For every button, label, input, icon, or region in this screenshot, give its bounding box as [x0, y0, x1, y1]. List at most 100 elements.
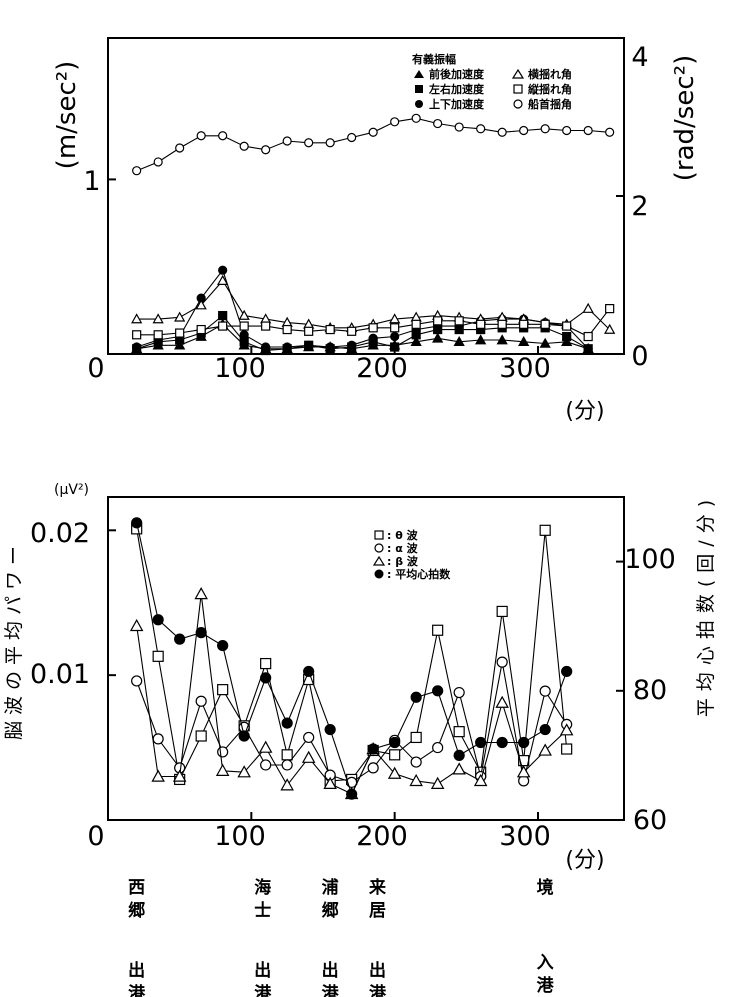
data-point-open-square	[282, 324, 292, 335]
data-point-filled-circle	[347, 340, 357, 350]
port-name-char: 郷	[128, 900, 145, 921]
series-open-triangle	[129, 587, 574, 800]
data-point-open-circle	[453, 686, 465, 699]
port-event-char: 出	[322, 960, 339, 981]
port-name-char: 来	[368, 877, 387, 898]
data-point-open-circle	[304, 138, 314, 148]
legend-marker-filled-circle	[374, 569, 384, 579]
data-point-open-square	[519, 319, 529, 329]
data-point-open-square	[497, 319, 507, 329]
data-point-open-triangle	[559, 723, 574, 736]
bottom-y-right-tick-label: 100	[624, 544, 676, 575]
series-line	[136, 323, 589, 350]
data-point-filled-circle	[389, 736, 401, 749]
data-point-open-circle	[239, 141, 249, 151]
series-line	[136, 269, 589, 350]
bottom-x-tick-label: 0	[87, 821, 104, 852]
data-point-filled-circle	[390, 331, 400, 342]
data-point-open-triangle	[238, 309, 250, 320]
data-point-open-square	[304, 326, 314, 336]
data-point-open-circle	[583, 125, 593, 136]
data-point-open-circle	[496, 656, 508, 668]
data-point-open-circle	[476, 124, 486, 134]
data-point-open-triangle	[131, 313, 143, 324]
top-chart-series	[131, 113, 616, 356]
data-point-open-circle	[390, 117, 400, 127]
legend-marker-open-square	[374, 530, 384, 540]
data-point-filled-circle	[325, 342, 335, 352]
port-event-char: 出	[369, 960, 386, 981]
bottom-x-tick-label: 200	[356, 821, 408, 852]
data-point-open-triangle	[301, 750, 316, 763]
top-x-tick-label: 0	[87, 353, 104, 384]
data-point-open-square	[195, 730, 207, 742]
top-y-right-tick-label: 0	[631, 341, 648, 372]
data-point-open-circle	[153, 157, 163, 167]
bottom-x-tick-label: 300	[499, 821, 551, 852]
legend-label: 船首揺角	[528, 97, 572, 111]
data-point-open-square	[411, 319, 421, 329]
top-x-axis-title: (分)	[565, 399, 604, 424]
data-point-filled-circle	[152, 614, 164, 626]
data-point-filled-circle	[367, 743, 379, 755]
data-point-open-circle	[152, 733, 164, 745]
bottom-y-left-tick-label: 0.02	[30, 518, 90, 549]
data-point-open-circle	[367, 762, 379, 774]
top-y-right-tick-label: 2	[631, 191, 648, 222]
top-y-right-tick-label: 4	[631, 42, 648, 73]
data-point-filled-circle	[217, 639, 229, 652]
data-point-filled-square	[390, 342, 400, 352]
port-name-char: 郷	[322, 900, 339, 921]
data-point-open-triangle	[152, 313, 164, 324]
data-point-open-circle	[261, 145, 271, 155]
bottom-y-right-tick-label: 80	[633, 675, 667, 706]
data-point-filled-circle	[218, 265, 228, 275]
data-point-open-circle	[519, 125, 529, 136]
data-point-filled-triangle	[496, 334, 508, 345]
data-point-filled-triangle	[539, 337, 551, 348]
port-name-char: 士	[254, 900, 271, 921]
data-point-open-square	[583, 331, 593, 342]
data-point-filled-triangle	[518, 335, 530, 347]
data-point-open-triangle	[217, 274, 229, 285]
data-point-open-triangle	[452, 762, 466, 775]
data-point-open-triangle	[409, 773, 423, 787]
top-x-tick-label: 300	[499, 353, 551, 384]
data-point-open-circle	[454, 122, 464, 132]
data-point-open-circle	[131, 675, 143, 687]
data-point-open-circle	[325, 138, 335, 148]
data-point-open-triangle	[237, 765, 251, 778]
bottom-chart-frame	[107, 496, 625, 821]
data-point-filled-circle	[131, 517, 143, 529]
port-event-char: 入	[537, 953, 554, 973]
data-point-open-square	[540, 319, 550, 329]
top-y-right-axis-title: (rad/sec²)	[670, 55, 700, 181]
data-point-filled-circle	[432, 685, 444, 697]
legend-label: 左右加速度	[428, 82, 485, 96]
legend-label: : 平均心拍数	[387, 567, 451, 581]
data-point-open-circle	[282, 136, 292, 146]
data-point-filled-circle	[539, 723, 551, 736]
data-point-open-square	[561, 743, 573, 755]
series-open-circle	[132, 113, 615, 176]
data-point-open-circle	[196, 131, 206, 141]
data-point-open-triangle	[516, 765, 531, 778]
top-y-left-axis-title: (m/sec²)	[52, 61, 82, 170]
data-point-open-circle	[562, 125, 572, 136]
data-point-open-circle	[195, 695, 207, 707]
data-point-open-square	[152, 650, 164, 662]
data-point-filled-circle	[239, 330, 249, 340]
top-legend-title: 有義振幅	[412, 52, 456, 66]
legend-marker-open-circle	[374, 543, 384, 553]
data-point-open-square	[217, 684, 229, 696]
series-line	[136, 661, 568, 783]
data-point-open-square	[261, 321, 271, 331]
port-event-char: 港	[128, 983, 146, 997]
data-point-open-circle	[432, 741, 444, 754]
data-point-open-triangle	[129, 618, 144, 632]
data-point-filled-circle	[303, 665, 315, 678]
bottom-x-axis-title: (分)	[565, 848, 604, 873]
legend-marker-filled-circle	[415, 100, 423, 108]
